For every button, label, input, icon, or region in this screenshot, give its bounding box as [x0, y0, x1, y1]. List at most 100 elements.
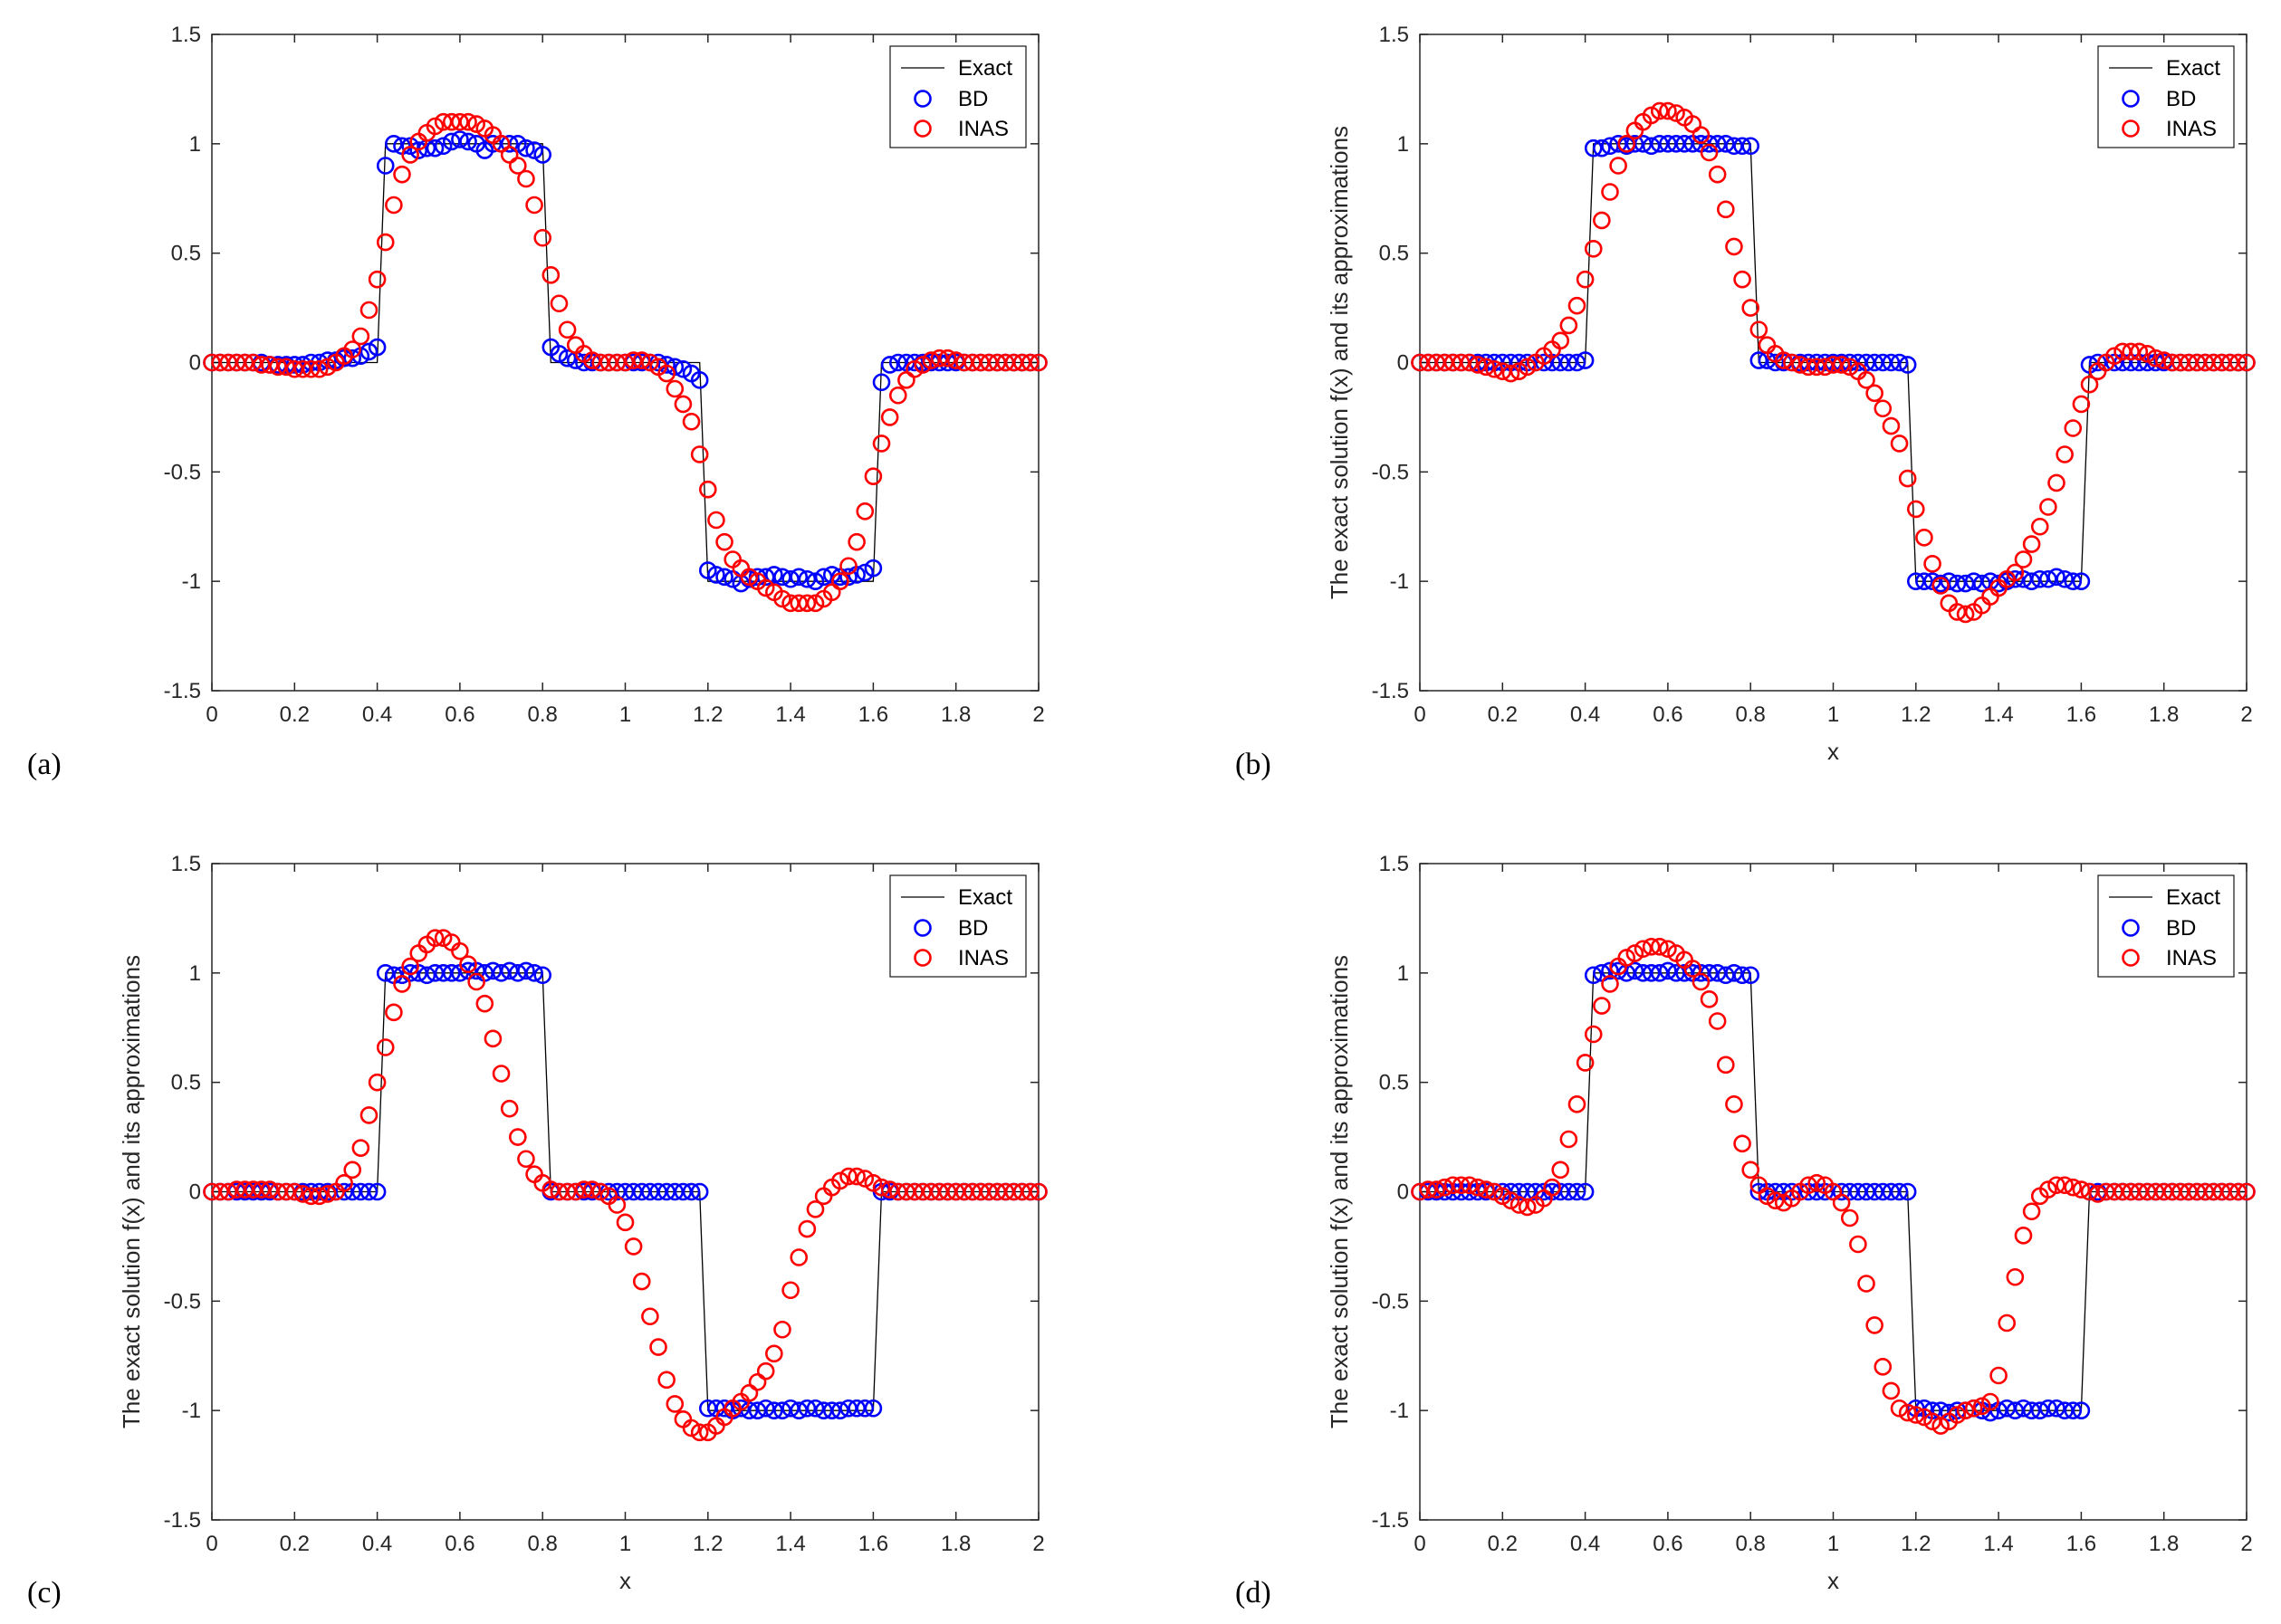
x-tick-label: 0.6 — [445, 702, 474, 727]
inas-point — [293, 1185, 312, 1203]
inas-point — [2056, 445, 2074, 463]
bd-point — [550, 345, 569, 363]
y-tick-label: -1 — [1390, 569, 1409, 594]
legend-bd-label: BD — [958, 87, 988, 111]
inas-point — [856, 1170, 875, 1188]
inas-point — [657, 364, 676, 383]
legend-inas-swatch — [914, 119, 932, 138]
inas-point — [1774, 1193, 1793, 1212]
panel-label: (a) — [27, 748, 62, 781]
inas-point — [566, 1182, 585, 1201]
inas-point — [922, 351, 941, 369]
inas-point — [2006, 563, 2025, 582]
inas-point — [1452, 1176, 1471, 1195]
x-tick-label: 2 — [2240, 1532, 2252, 1556]
bd-point — [1659, 961, 1677, 980]
inas-point — [310, 359, 329, 378]
x-tick-label: 0 — [1414, 1532, 1425, 1556]
bd-point — [806, 1399, 825, 1418]
legend-inas-swatch — [2122, 949, 2140, 967]
bd-point — [517, 139, 535, 158]
inas-point — [1518, 358, 1537, 377]
x-tick-label: 0 — [206, 702, 217, 727]
bd-point — [1940, 1403, 1959, 1422]
x-tick-label: 1.2 — [693, 1532, 723, 1556]
y-tick-label: -0.5 — [164, 460, 201, 484]
bd-point — [442, 964, 461, 982]
legend-bd-swatch — [914, 919, 932, 937]
inas-point — [1758, 1187, 1777, 1206]
inas-point — [1816, 358, 1835, 377]
inas-point — [2064, 419, 2083, 437]
bd-point — [426, 139, 445, 158]
bd-point — [1733, 966, 1751, 985]
x-tick-label: 0.2 — [280, 1532, 310, 1556]
inas-point — [583, 1180, 601, 1199]
inas-point — [682, 412, 701, 431]
bd-point — [1749, 351, 1768, 369]
bd-point — [798, 569, 817, 588]
inas-point — [806, 594, 825, 613]
inas-point — [426, 117, 445, 136]
bd-point — [1576, 351, 1595, 369]
inas-point — [211, 1182, 229, 1201]
bd-point — [1559, 353, 1578, 372]
inas-point — [872, 435, 891, 453]
bd-point — [1948, 574, 1967, 593]
inas-point — [261, 1180, 279, 1199]
inas-point — [624, 351, 643, 369]
inas-point — [2122, 342, 2140, 361]
inas-point — [1485, 359, 1503, 378]
inas-point — [1469, 356, 1487, 374]
inas-point — [1741, 1161, 1759, 1180]
bd-point — [2006, 569, 2025, 588]
bd-point — [856, 1399, 875, 1418]
inas-point — [1411, 1182, 1429, 1201]
inas-point — [798, 594, 817, 613]
inas-point — [657, 1371, 676, 1390]
bd-point — [674, 359, 693, 378]
inas-point — [1543, 1178, 1561, 1197]
bd-point — [790, 568, 809, 587]
inas-point — [525, 196, 543, 215]
inas-point — [343, 1161, 362, 1180]
y-tick-label: 1 — [1397, 132, 1409, 157]
legend-inas-label: INAS — [2166, 946, 2217, 970]
bd-point — [1567, 353, 1586, 372]
inas-point — [765, 1344, 783, 1363]
x-tick-label: 1 — [1827, 702, 1839, 727]
bd-point — [682, 1182, 701, 1201]
legend-box — [2097, 874, 2235, 978]
inas-point — [426, 929, 445, 947]
inas-point — [2006, 1267, 2025, 1286]
inas-point — [2229, 1182, 2247, 1201]
x-tick-label: 0.2 — [1488, 1532, 1518, 1556]
inas-point — [500, 146, 519, 164]
bd-point — [1741, 966, 1759, 985]
inas-point — [2072, 395, 2091, 414]
inas-point — [393, 165, 411, 184]
x-tick-label: 1.6 — [2066, 1532, 2096, 1556]
inas-point — [690, 1423, 709, 1442]
bd-point — [1601, 961, 1619, 980]
inas-point — [1807, 358, 1826, 377]
inas-point — [500, 1099, 519, 1118]
bd-point — [1741, 137, 1759, 156]
inas-point — [2056, 1176, 2074, 1195]
inas-point — [864, 467, 883, 485]
inas-point — [608, 1196, 627, 1214]
x-tick-label: 1.4 — [775, 702, 805, 727]
x-tick-label: 0.4 — [362, 702, 392, 727]
y-tick-label: 0 — [1397, 1180, 1409, 1205]
panel-a: 0 0.2 0.4 0.6 0.8 1 1.2 1.4 1.6 1.8 2 -1.5 -1 -0.5 0 0.… — [27, 23, 1048, 781]
inas-point — [1567, 1095, 1586, 1113]
inas-point — [1501, 1191, 1520, 1209]
x-tick-label: 1.8 — [941, 1532, 971, 1556]
y-tick-label: -1 — [1390, 1399, 1409, 1423]
inas-point — [1964, 1399, 1983, 1418]
y-tick-label: 1 — [1397, 961, 1409, 986]
bd-point — [401, 964, 419, 982]
inas-point — [459, 955, 477, 973]
y-tick-label: -1.5 — [164, 679, 201, 703]
legend-inas-label: INAS — [958, 946, 1009, 970]
